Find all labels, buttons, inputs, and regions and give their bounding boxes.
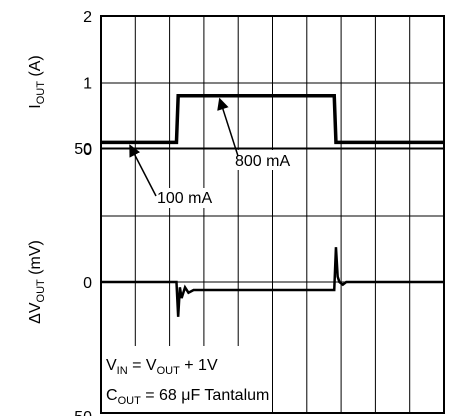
- top-y-axis-title: IOUT (A): [27, 55, 47, 108]
- annotation-100ma-label: 100 mA: [157, 190, 212, 207]
- bottom-y-tick-label: 50: [74, 141, 92, 158]
- bottom-y-tick-label: 0: [83, 275, 92, 292]
- bottom-y-tick-label: -50: [69, 409, 92, 416]
- top-y-tick-label: 0: [83, 142, 92, 159]
- annotation-800ma-arrow: [217, 97, 239, 157]
- legend-box: [102, 346, 272, 412]
- plot-frame: [100, 15, 445, 414]
- legend-line-2: COUT = 68 μF Tantalum: [106, 387, 269, 407]
- top-y-tick-label: 2: [83, 9, 92, 26]
- bottom-y-tick-labels: 500-50: [69, 141, 92, 416]
- annotation-100ma-bg: [146, 188, 230, 208]
- bottom-y-axis-title: ΔVOUT (mV): [27, 240, 47, 324]
- top-y-tick-label: 1: [83, 76, 92, 93]
- vout-series-line: [101, 247, 444, 317]
- legend-line-1: VIN = VOUT + 1V: [106, 357, 218, 377]
- annotation-100ma-arrow: [129, 144, 157, 197]
- annotation-800ma-bg: [226, 150, 298, 170]
- iout-series-line: [101, 94, 444, 145]
- annotation-800ma-label: 800 mA: [235, 153, 290, 170]
- top-y-tick-labels: 2 1 0: [83, 9, 92, 159]
